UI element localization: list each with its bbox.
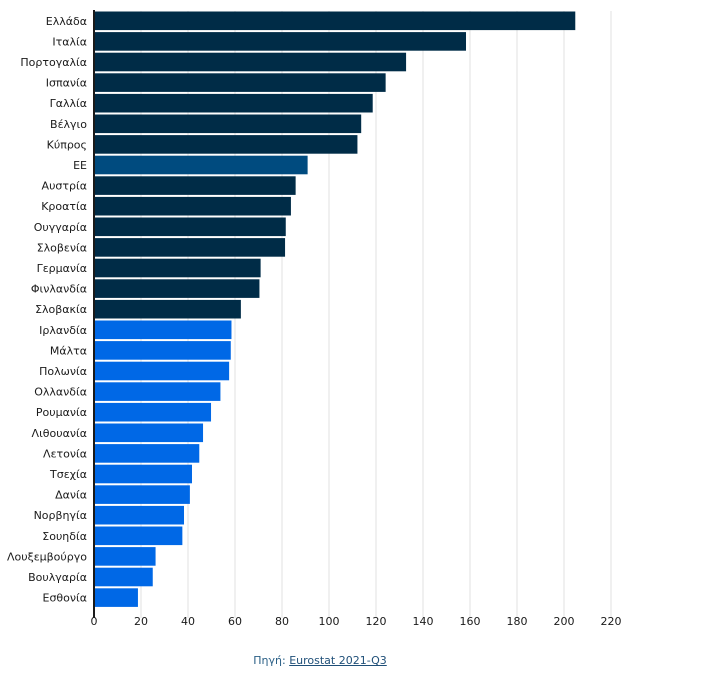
bar xyxy=(94,547,156,566)
category-label: Πολωνία xyxy=(39,365,87,378)
x-tick-label: 60 xyxy=(228,615,242,628)
x-tick-label: 140 xyxy=(413,615,434,628)
bar xyxy=(94,382,221,401)
bar xyxy=(94,11,576,31)
x-tick-label: 20 xyxy=(134,615,148,628)
bar xyxy=(94,32,467,51)
bar xyxy=(94,258,261,278)
category-label: Βέλγιο xyxy=(50,118,87,131)
bar xyxy=(94,526,183,546)
bar xyxy=(94,238,286,257)
source-note: Πηγή: Eurostat 2021-Q3 xyxy=(0,654,640,667)
bar xyxy=(94,196,291,216)
category-label: Μάλτα xyxy=(50,344,87,357)
source-prefix: Πηγή: xyxy=(253,654,290,667)
x-tick-label: 120 xyxy=(366,615,387,628)
bar xyxy=(94,320,232,340)
bar xyxy=(94,464,192,484)
category-label: ΕΕ xyxy=(73,159,87,172)
category-label: Λιθουανία xyxy=(32,427,87,440)
category-label: Ιρλανδία xyxy=(39,324,87,337)
category-label: Δανία xyxy=(55,489,87,502)
category-label: Βουλγαρία xyxy=(28,571,87,584)
bar xyxy=(94,444,200,463)
bar xyxy=(94,155,308,175)
category-label: Ολλανδία xyxy=(34,386,87,399)
category-label: Νορβηγία xyxy=(34,509,87,522)
bar xyxy=(94,485,190,504)
category-label: Σουηδία xyxy=(42,530,87,543)
bar xyxy=(94,402,212,422)
x-tick-label: 0 xyxy=(91,615,98,628)
x-tick-label: 40 xyxy=(181,615,195,628)
bar xyxy=(94,361,230,381)
x-tick-label: 220 xyxy=(601,615,622,628)
bar xyxy=(94,114,362,134)
category-label: Γαλλία xyxy=(50,97,87,110)
x-tick-label: 180 xyxy=(507,615,528,628)
x-tick-label: 200 xyxy=(554,615,575,628)
category-label: Ισπανία xyxy=(46,77,87,90)
category-label: Κροατία xyxy=(41,200,87,213)
category-label: Αυστρία xyxy=(42,180,87,193)
category-label: Ιταλία xyxy=(52,35,87,48)
category-label: Τσεχία xyxy=(49,468,87,481)
category-label: Λουξεμβούργο xyxy=(7,550,87,563)
category-label: Πορτογαλία xyxy=(20,56,87,69)
category-label: Ελλάδα xyxy=(46,15,87,28)
category-label: Σλοβακία xyxy=(35,303,87,316)
bar xyxy=(94,135,358,154)
category-label: Φινλανδία xyxy=(31,283,87,296)
category-label: Λετονία xyxy=(43,447,87,460)
bar xyxy=(94,299,241,319)
category-label: Ρουμανία xyxy=(36,406,87,419)
category-label: Σλοβενία xyxy=(37,241,87,254)
bar xyxy=(94,73,386,92)
bar xyxy=(94,505,185,525)
bar xyxy=(94,423,204,443)
bar xyxy=(94,217,286,237)
category-label: Εσθονία xyxy=(43,592,88,605)
category-label: Κύπρος xyxy=(47,138,87,151)
bar xyxy=(94,93,373,113)
bar xyxy=(94,588,138,607)
bar xyxy=(94,341,231,360)
bar xyxy=(94,176,296,195)
bar xyxy=(94,567,153,587)
bar xyxy=(94,279,260,298)
bar xyxy=(94,52,407,72)
x-tick-label: 160 xyxy=(460,615,481,628)
x-tick-label: 100 xyxy=(319,615,340,628)
x-tick-label: 80 xyxy=(275,615,289,628)
category-label: Ουγγαρία xyxy=(34,221,87,234)
category-label: Γερμανία xyxy=(37,262,87,275)
source-link[interactable]: Eurostat 2021-Q3 xyxy=(289,654,387,667)
